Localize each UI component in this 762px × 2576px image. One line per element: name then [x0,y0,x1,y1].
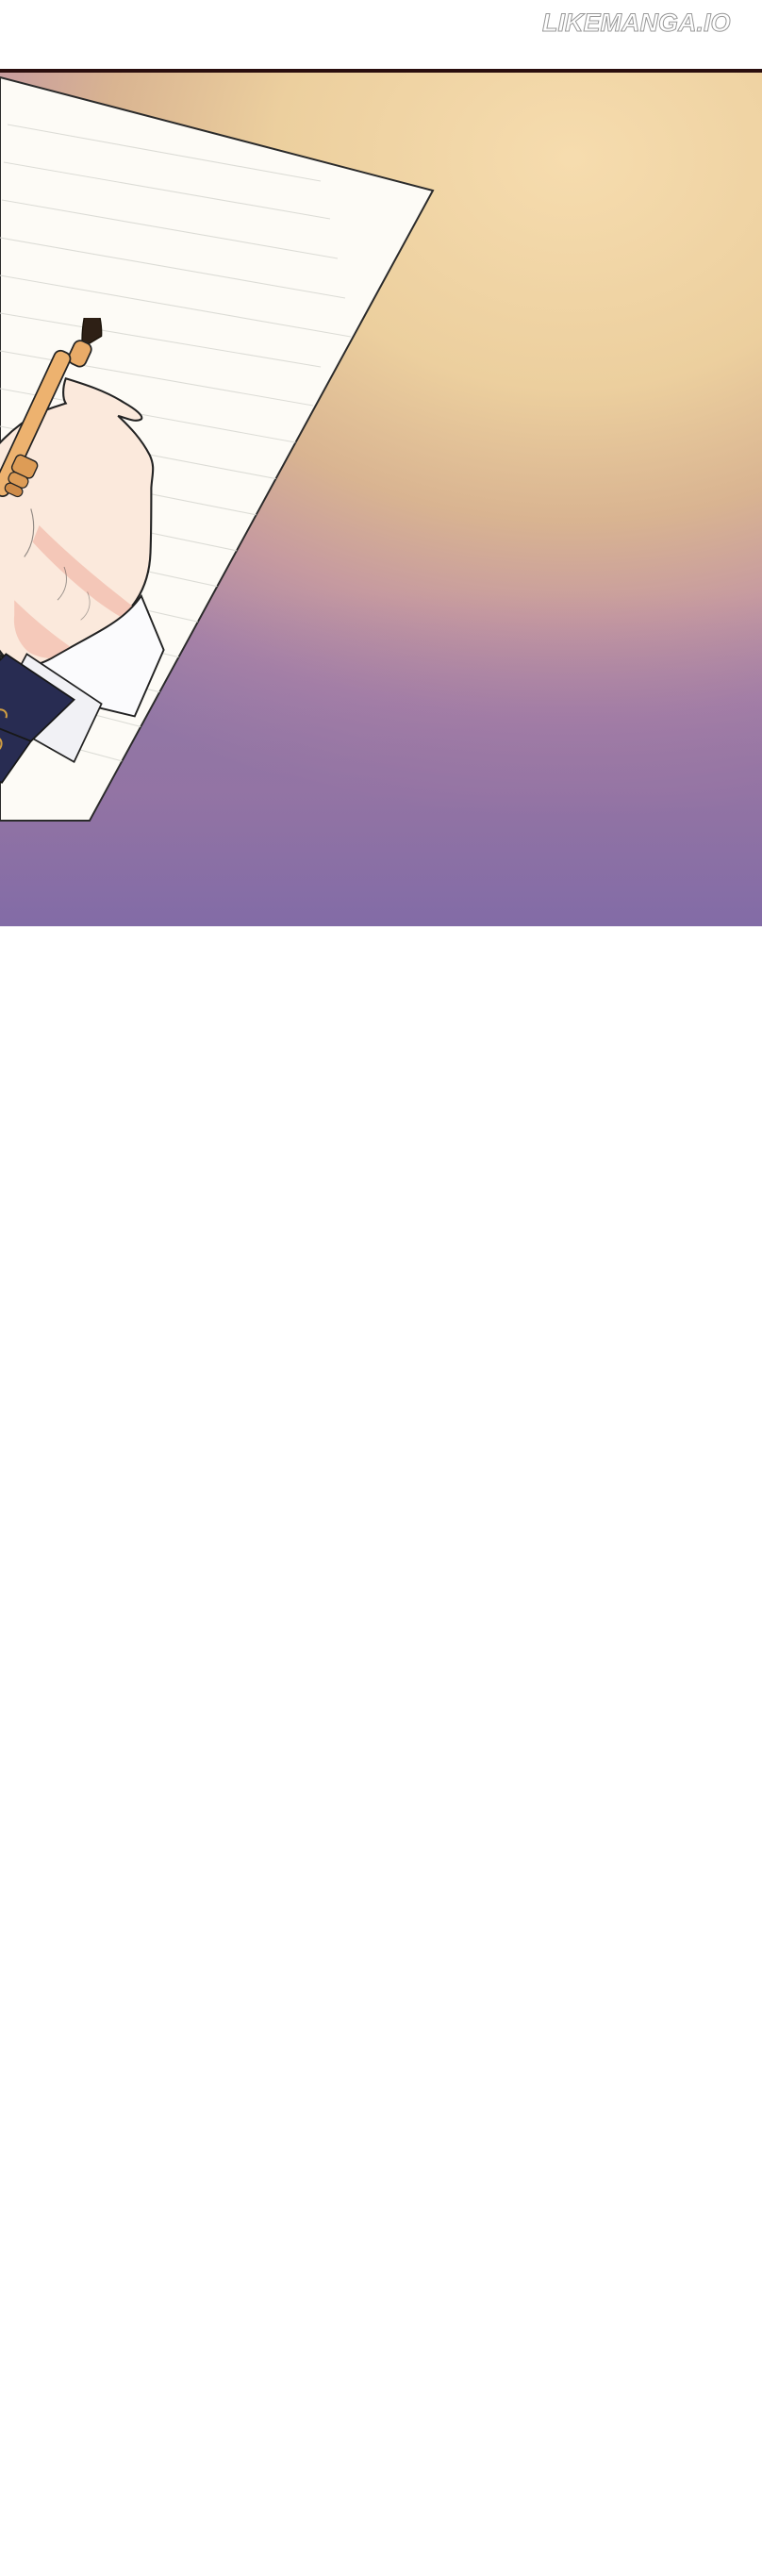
svg-text:LIKEMANGA.IO: LIKEMANGA.IO [542,8,731,37]
